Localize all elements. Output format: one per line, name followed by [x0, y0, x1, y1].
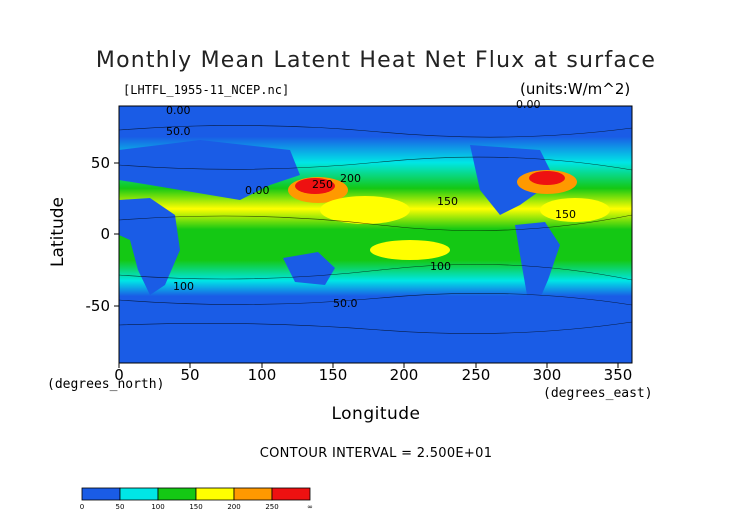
contour-label: 0.00 — [166, 104, 191, 117]
colorbar-tick-label: 200 — [227, 503, 241, 511]
colorbar-tick-label: 0 — [79, 503, 85, 511]
colorbar-swatch — [81, 487, 121, 501]
x-tick-label: 50 — [180, 366, 200, 384]
x-tick-label: 350 — [603, 366, 633, 384]
axis-ticks — [114, 162, 619, 368]
hotspot-kuroshio-red — [295, 178, 335, 194]
colorbar-tick-label: 50 — [115, 503, 125, 511]
x-axis-unit: (degrees_east) — [543, 386, 653, 401]
contour-label: 100 — [430, 260, 451, 273]
contour-lines — [119, 125, 632, 334]
colorbar-swatch — [233, 487, 273, 501]
chart-title: Monthly Mean Latent Heat Net Flux at sur… — [95, 48, 657, 73]
hotspot-gulfstream-red — [529, 171, 565, 185]
contour-label: 150 — [437, 195, 458, 208]
y-axis-unit: (degrees_north) — [47, 377, 165, 392]
colorbar — [81, 487, 311, 501]
y-tick-label: 50 — [90, 154, 110, 172]
contour-labels: 0.00 50.0 0.00 100 150 200 250 50.0 150 … — [166, 98, 576, 310]
colorbar-swatch — [195, 487, 235, 501]
x-tick-label: 300 — [532, 366, 562, 384]
patch-pacific-yellow — [320, 196, 410, 224]
colorbar-tick-label: 100 — [151, 503, 165, 511]
contour-label: 100 — [173, 280, 194, 293]
land-antarctica — [119, 338, 632, 363]
colorbar-swatch — [157, 487, 197, 501]
contour-interval-text: CONTOUR INTERVAL = 2.500E+01 — [259, 446, 493, 461]
x-tick-label: 100 — [247, 366, 277, 384]
land-africa — [119, 198, 180, 295]
colorbar-swatch — [271, 487, 311, 501]
x-tick-label: 200 — [389, 366, 419, 384]
contour-label: 50.0 — [166, 125, 191, 138]
colorbar-tick-label: 150 — [189, 503, 203, 511]
contour-label: 0.00 — [245, 184, 270, 197]
dataset-filename: [LHTFL_1955-11_NCEP.nc] — [123, 83, 290, 97]
x-tick-label: 0 — [114, 366, 124, 384]
x-tick-label: 250 — [461, 366, 491, 384]
y-tick-label: -50 — [85, 297, 111, 315]
x-tick-label: 150 — [318, 366, 348, 384]
y-tick-label: 0 — [100, 225, 110, 243]
contour-label: 150 — [555, 208, 576, 221]
contour-label: 0.00 — [516, 98, 541, 111]
land-australia — [283, 252, 335, 285]
land-south-america — [515, 222, 560, 310]
land-eurasia — [119, 140, 300, 200]
colorbar-swatch — [119, 487, 159, 501]
patch-atlantic-yellow — [540, 198, 610, 222]
y-axis-label: Latitude — [48, 197, 68, 267]
land-north-america — [470, 145, 555, 215]
field-layer — [119, 106, 632, 363]
contour-label: 50.0 — [333, 297, 358, 310]
contour-label: 200 — [340, 172, 361, 185]
contour-label: 250 — [312, 178, 333, 191]
colorbar-tick-label: ∞ — [307, 503, 313, 511]
patch-south-pacific-yellow — [370, 240, 450, 260]
x-axis-label: Longitude — [331, 404, 421, 424]
colorbar-tick-label: 250 — [265, 503, 279, 511]
units-label: (units:W/m^2) — [520, 80, 631, 98]
